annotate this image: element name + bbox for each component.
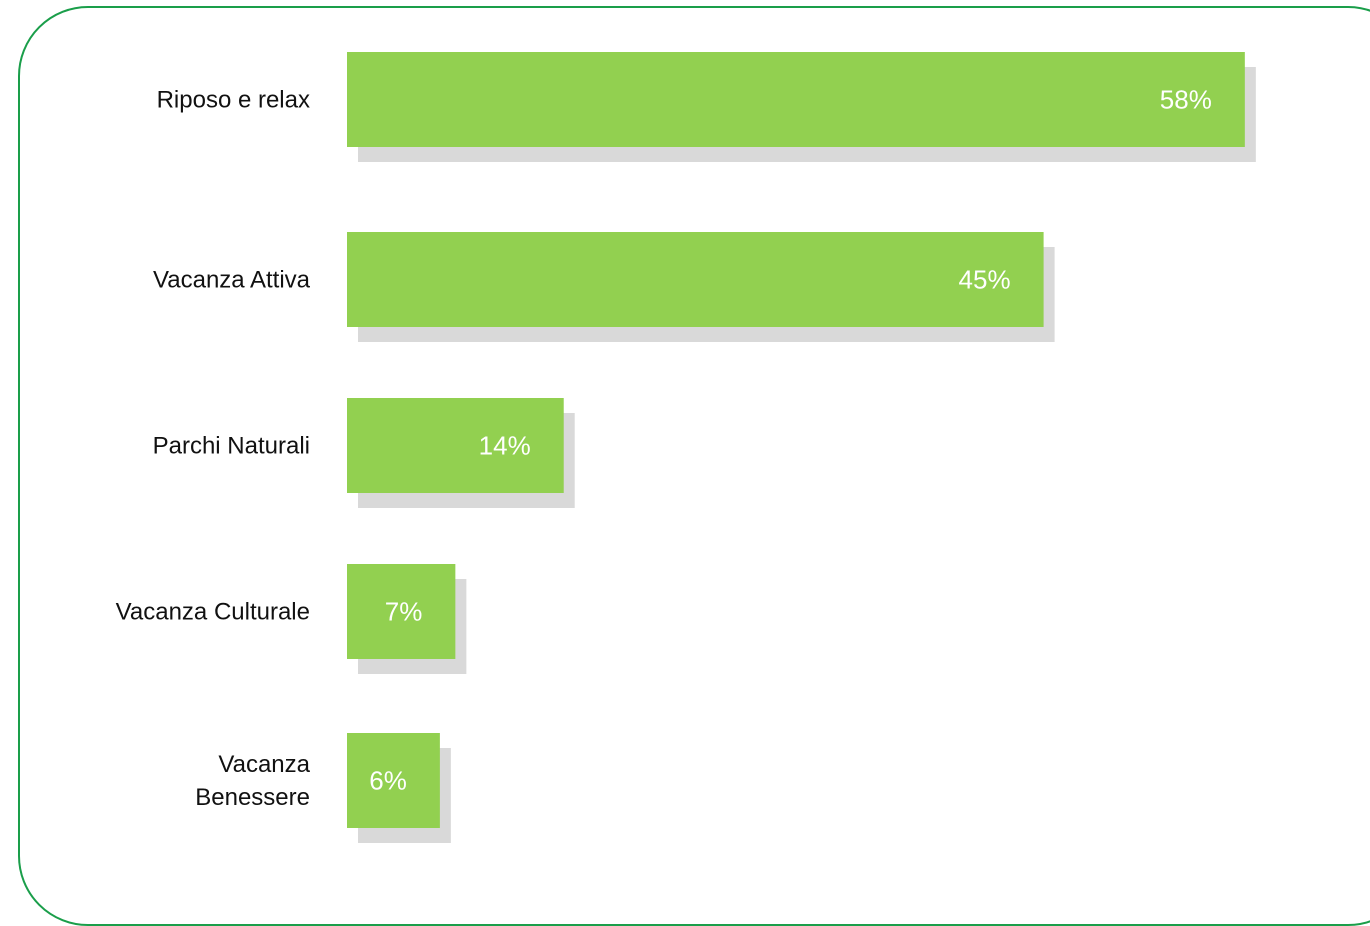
bar-chart: 58% Riposo e relax 45% Vacanza Attiva 14% Par… — [116, 52, 1256, 843]
category-label: Riposo e relax — [157, 87, 310, 114]
bar — [347, 564, 456, 659]
category-label: Parchi Naturali — [153, 433, 310, 460]
bar-value-label: 7% — [385, 597, 423, 627]
bar — [347, 733, 440, 828]
bar — [347, 52, 1245, 147]
bar-value-label: 58% — [1160, 85, 1212, 115]
bar — [347, 398, 564, 493]
bar-value-label: 6% — [369, 766, 407, 796]
category-label: Vacanza Attiva — [153, 267, 311, 294]
category-label: Vacanza Benessere — [195, 751, 310, 811]
bar — [347, 232, 1044, 327]
bar-value-label: 14% — [479, 431, 531, 461]
bar-value-label: 45% — [959, 265, 1011, 295]
category-label: Vacanza Culturale — [116, 599, 310, 626]
